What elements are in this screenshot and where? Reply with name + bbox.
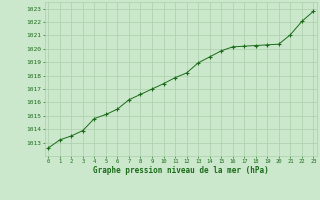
X-axis label: Graphe pression niveau de la mer (hPa): Graphe pression niveau de la mer (hPa) bbox=[93, 166, 269, 175]
